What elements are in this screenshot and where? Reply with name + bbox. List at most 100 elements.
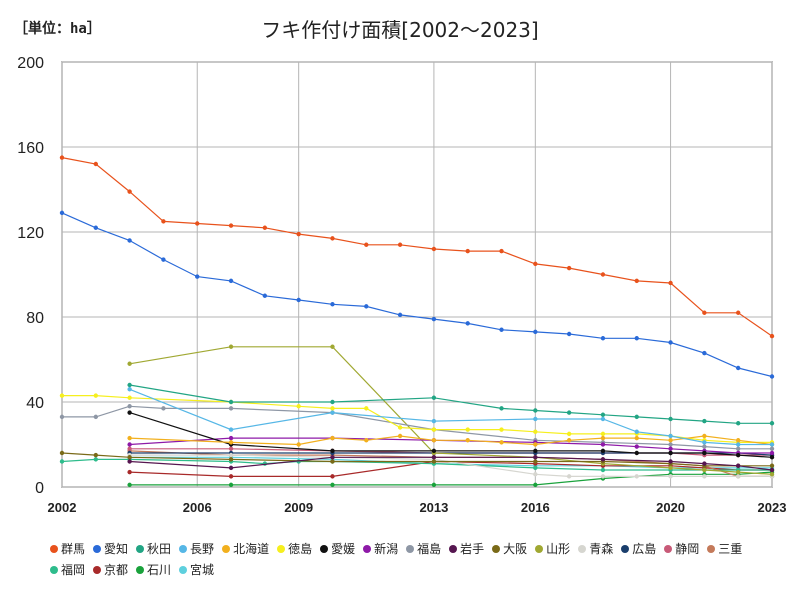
legend-item: 秋田: [136, 540, 171, 557]
data-point: [668, 340, 673, 345]
data-point: [465, 438, 470, 443]
data-point: [600, 457, 606, 462]
data-point: [127, 442, 132, 447]
data-point: [634, 450, 639, 456]
data-point: [228, 427, 234, 432]
data-point: [364, 304, 369, 309]
data-point: [364, 438, 369, 443]
legend-item: 静岡: [664, 540, 699, 557]
data-point: [296, 404, 301, 409]
data-point: [499, 327, 504, 332]
data-point: [431, 438, 437, 443]
legend-label: 愛媛: [331, 542, 356, 556]
data-point: [364, 242, 369, 247]
data-point: [228, 465, 234, 471]
data-point: [769, 374, 775, 379]
legend-swatch: [179, 565, 188, 574]
data-point: [59, 414, 65, 420]
data-point: [600, 474, 606, 479]
data-point: [330, 474, 335, 479]
y-tick-label: 80: [26, 310, 44, 327]
legend-label: 京都: [104, 563, 129, 577]
data-point: [533, 459, 538, 464]
data-point: [195, 274, 200, 279]
legend-label: 北海道: [233, 542, 270, 556]
x-tick-label: 2006: [183, 500, 212, 515]
legend-label: 宮城: [190, 563, 215, 577]
data-point: [127, 238, 132, 243]
series-line: [129, 471, 773, 486]
data-point: [228, 223, 234, 228]
data-point: [533, 465, 538, 471]
data-point: [93, 161, 99, 167]
data-point: [465, 427, 470, 432]
legend-item: 京都: [93, 561, 128, 578]
data-point: [600, 431, 606, 437]
data-point: [330, 399, 335, 405]
data-point: [735, 365, 741, 371]
data-point: [330, 459, 335, 464]
data-point: [228, 452, 234, 458]
legend-swatch: [136, 544, 145, 553]
data-point: [735, 438, 741, 443]
legend-label: 大阪: [503, 542, 528, 556]
data-point: [533, 329, 538, 335]
data-point: [127, 382, 132, 388]
data-point: [634, 414, 639, 420]
data-point: [600, 412, 606, 417]
legend-item: 福岡: [50, 561, 85, 578]
legend-item: 石川: [136, 561, 171, 578]
legend-swatch: [179, 544, 188, 553]
data-point: [59, 393, 65, 398]
series-line: [129, 384, 772, 424]
data-point: [668, 474, 673, 479]
legend-swatch: [50, 544, 58, 553]
legend-label: 石川: [147, 563, 172, 577]
data-point: [702, 433, 707, 439]
data-point: [668, 442, 673, 447]
legend-item: 宮城: [179, 561, 214, 578]
data-point: [634, 429, 639, 434]
legend-item: 群馬: [50, 540, 85, 557]
data-point: [59, 155, 65, 160]
series-line: [129, 346, 773, 475]
data-point: [127, 395, 132, 400]
y-tick-label: 0: [35, 480, 44, 497]
data-point: [600, 336, 606, 341]
legend-swatch: [449, 544, 458, 553]
data-point: [59, 450, 65, 456]
data-point: [499, 427, 504, 432]
data-point: [668, 450, 673, 456]
legend-label: 山形: [546, 542, 571, 556]
data-point: [702, 440, 707, 445]
x-tick-label: 2002: [48, 500, 77, 515]
series-line: [61, 212, 773, 378]
legend-label: 福岡: [61, 563, 86, 577]
data-point: [566, 331, 572, 337]
legend-label: 新潟: [374, 542, 399, 556]
data-point: [228, 457, 234, 462]
data-point: [735, 442, 741, 447]
data-point: [769, 446, 775, 451]
data-point: [127, 404, 132, 409]
data-point: [262, 293, 268, 298]
data-point: [566, 431, 572, 437]
data-point: [600, 448, 606, 454]
legend-label: 群馬: [61, 542, 86, 556]
data-point: [668, 438, 673, 443]
series-line: [129, 460, 772, 477]
data-point: [330, 455, 335, 460]
data-point: [600, 435, 606, 441]
legend-swatch: [406, 544, 415, 553]
x-tick-label: 2009: [284, 500, 313, 515]
data-point: [702, 418, 707, 424]
data-point: [702, 444, 707, 449]
data-point: [668, 459, 673, 464]
legend-item: 愛媛: [320, 540, 355, 557]
data-point: [735, 463, 741, 468]
series-line: [61, 452, 772, 467]
series-line: [129, 452, 773, 456]
data-point: [59, 459, 65, 464]
data-point: [533, 416, 538, 422]
